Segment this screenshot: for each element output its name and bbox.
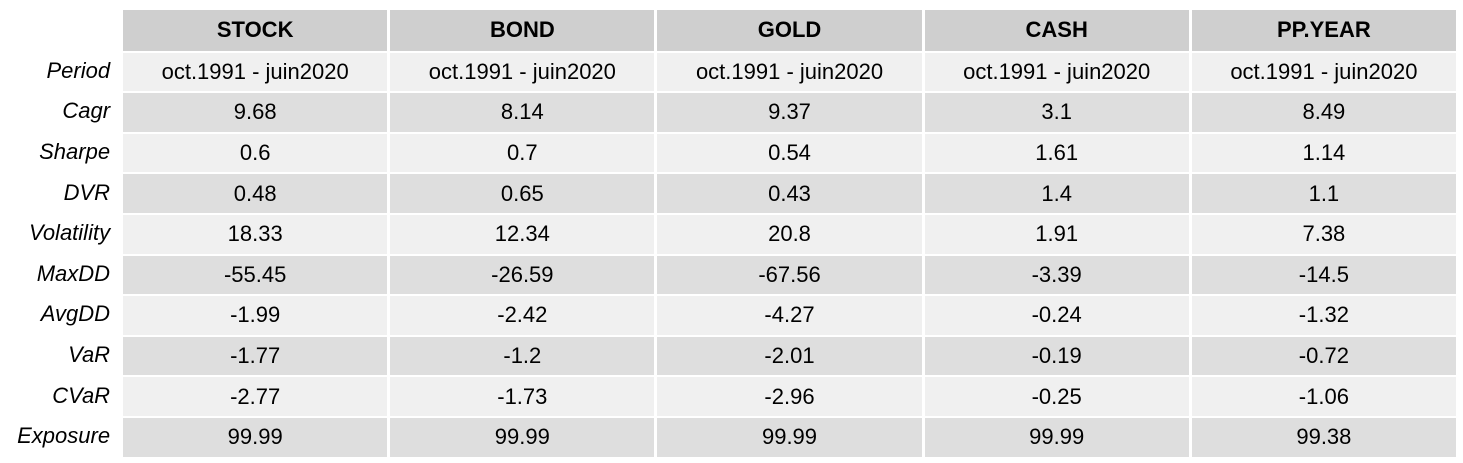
table-cell: -1.99: [120, 294, 388, 335]
table-cell: 99.99: [654, 415, 922, 457]
table-cell: -1.77: [120, 334, 388, 376]
table-cell: -0.24: [921, 294, 1189, 335]
table-cell: 99.99: [921, 415, 1189, 457]
table-cell: oct.1991 - juin2020: [1188, 50, 1456, 92]
table-cell: 20.8: [654, 212, 922, 254]
column-header-gold: GOLD: [654, 10, 922, 51]
table-cell: -4.27: [654, 294, 922, 335]
table-cell: -2.96: [654, 375, 922, 416]
table-cell: -1.06: [1188, 375, 1456, 416]
table-row-period: Period oct.1991 - juin2020 oct.1991 - ju…: [0, 50, 1456, 92]
column-header-cash: CASH: [921, 10, 1189, 51]
table-cell: -67.56: [654, 253, 922, 295]
table-cell: 9.37: [654, 91, 922, 132]
table-cell: 0.43: [654, 172, 922, 213]
table-cell: 0.48: [120, 172, 388, 213]
table-cell: -14.5: [1188, 253, 1456, 295]
table-cell: 99.38: [1188, 415, 1456, 457]
column-header-bond: BOND: [387, 10, 655, 51]
table-cell: 8.49: [1188, 91, 1456, 132]
table-corner-cell: [0, 10, 121, 51]
table-cell: -1.32: [1188, 294, 1456, 335]
row-label-avgdd: AvgDD: [0, 294, 121, 335]
table-cell: 0.7: [387, 131, 655, 173]
table-row-avgdd: AvgDD -1.99 -2.42 -4.27 -0.24 -1.32: [0, 294, 1456, 335]
table-cell: 3.1: [921, 91, 1189, 132]
table-cell: 1.4: [921, 172, 1189, 213]
table-cell: 9.68: [120, 91, 388, 132]
table-cell: 99.99: [120, 415, 388, 457]
table-row-exposure: Exposure 99.99 99.99 99.99 99.99 99.38: [0, 415, 1456, 457]
table-cell: -2.01: [654, 334, 922, 376]
table-cell: 8.14: [387, 91, 655, 132]
column-header-stock: STOCK: [120, 10, 388, 51]
table-cell: -1.73: [387, 375, 655, 416]
table-cell: -55.45: [120, 253, 388, 295]
row-label-exposure: Exposure: [0, 415, 121, 457]
table-row-sharpe: Sharpe 0.6 0.7 0.54 1.61 1.14: [0, 131, 1456, 173]
table-cell: -0.19: [921, 334, 1189, 376]
table-cell: 0.6: [120, 131, 388, 173]
table-cell: 1.1: [1188, 172, 1456, 213]
row-label-period: Period: [0, 50, 121, 92]
table-cell: -26.59: [387, 253, 655, 295]
table-cell: 7.38: [1188, 212, 1456, 254]
table-row-dvr: DVR 0.48 0.65 0.43 1.4 1.1: [0, 172, 1456, 213]
table-cell: 1.14: [1188, 131, 1456, 173]
table-header-row: STOCK BOND GOLD CASH PP.YEAR: [0, 10, 1456, 51]
table-cell: 1.61: [921, 131, 1189, 173]
table-row-volatility: Volatility 18.33 12.34 20.8 1.91 7.38: [0, 212, 1456, 254]
table-row-var: VaR -1.77 -1.2 -2.01 -0.19 -0.72: [0, 334, 1456, 376]
row-label-maxdd: MaxDD: [0, 253, 121, 295]
table-cell: oct.1991 - juin2020: [921, 50, 1189, 92]
table-cell: 1.91: [921, 212, 1189, 254]
row-label-volatility: Volatility: [0, 212, 121, 254]
table-row-cvar: CVaR -2.77 -1.73 -2.96 -0.25 -1.06: [0, 375, 1456, 416]
table-cell: 99.99: [387, 415, 655, 457]
table-cell: 0.65: [387, 172, 655, 213]
table-cell: oct.1991 - juin2020: [120, 50, 388, 92]
table-cell: 0.54: [654, 131, 922, 173]
table-cell: -0.25: [921, 375, 1189, 416]
row-label-dvr: DVR: [0, 172, 121, 213]
table-row-cagr: Cagr 9.68 8.14 9.37 3.1 8.49: [0, 91, 1456, 132]
table-cell: -3.39: [921, 253, 1189, 295]
row-label-cagr: Cagr: [0, 91, 121, 132]
row-label-sharpe: Sharpe: [0, 131, 121, 173]
table-cell: oct.1991 - juin2020: [654, 50, 922, 92]
row-label-var: VaR: [0, 334, 121, 376]
table-row-maxdd: MaxDD -55.45 -26.59 -67.56 -3.39 -14.5: [0, 253, 1456, 295]
table-cell: -1.2: [387, 334, 655, 376]
column-header-pp-year: PP.YEAR: [1188, 10, 1456, 51]
table-cell: -2.42: [387, 294, 655, 335]
table-cell: 18.33: [120, 212, 388, 254]
table-cell: -2.77: [120, 375, 388, 416]
table-cell: -0.72: [1188, 334, 1456, 376]
table-cell: 12.34: [387, 212, 655, 254]
portfolio-stats-table: STOCK BOND GOLD CASH PP.YEAR Period oct.…: [0, 10, 1456, 457]
table-cell: oct.1991 - juin2020: [387, 50, 655, 92]
row-label-cvar: CVaR: [0, 375, 121, 416]
